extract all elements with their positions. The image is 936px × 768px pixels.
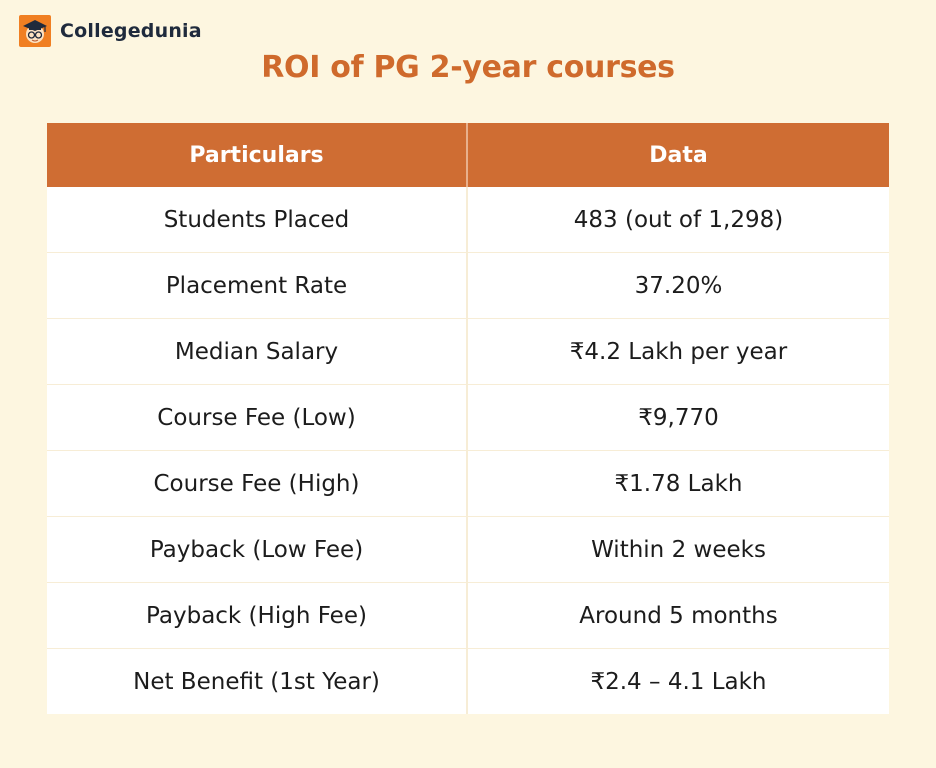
column-header-particulars: Particulars: [47, 123, 468, 187]
row-value: ₹9,770: [467, 384, 889, 451]
row-value: Around 5 months: [467, 582, 889, 649]
row-value: ₹1.78 Lakh: [467, 450, 889, 517]
row-value: 37.20%: [467, 252, 889, 319]
row-label: Payback (High Fee): [47, 582, 468, 649]
column-header-data: Data: [467, 123, 889, 187]
table-row: Median Salary ₹4.2 Lakh per year: [47, 318, 889, 385]
row-value: ₹4.2 Lakh per year: [467, 318, 889, 385]
row-label: Course Fee (Low): [47, 384, 468, 451]
row-label: Median Salary: [47, 318, 468, 385]
row-label: Payback (Low Fee): [47, 516, 468, 583]
brand: Collegedunia: [19, 15, 202, 47]
row-label: Course Fee (High): [47, 450, 468, 517]
row-label: Students Placed: [47, 187, 468, 253]
roi-table: Particulars Data Students Placed 483 (ou…: [47, 123, 889, 714]
page-title: ROI of PG 2-year courses: [261, 50, 675, 85]
brand-name: Collegedunia: [60, 20, 202, 42]
graduate-face-icon: [19, 15, 51, 47]
table-row: Course Fee (High) ₹1.78 Lakh: [47, 450, 889, 517]
row-value: Within 2 weeks: [467, 516, 889, 583]
table-row: Course Fee (Low) ₹9,770: [47, 384, 889, 451]
table-row: Payback (Low Fee) Within 2 weeks: [47, 516, 889, 583]
row-label: Net Benefit (1st Year): [47, 648, 468, 714]
table-row: Net Benefit (1st Year) ₹2.4 – 4.1 Lakh: [47, 648, 889, 714]
table-row: Students Placed 483 (out of 1,298): [47, 187, 889, 253]
row-label: Placement Rate: [47, 252, 468, 319]
row-value: 483 (out of 1,298): [467, 187, 889, 253]
row-value: ₹2.4 – 4.1 Lakh: [467, 648, 889, 714]
table-row: Placement Rate 37.20%: [47, 252, 889, 319]
table-header-row: Particulars Data: [47, 123, 889, 187]
table-row: Payback (High Fee) Around 5 months: [47, 582, 889, 649]
